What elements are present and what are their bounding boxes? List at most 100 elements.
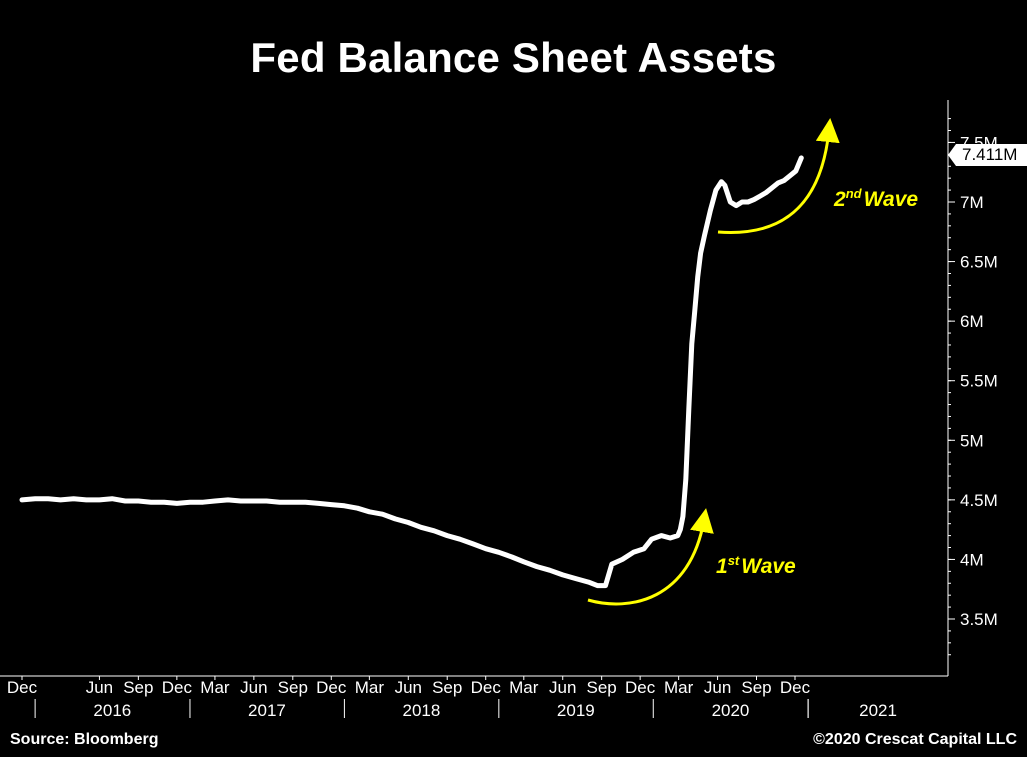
data-point (279, 501, 281, 503)
data-point (47, 498, 49, 500)
data-point (163, 501, 165, 503)
data-point (150, 501, 152, 503)
data-point (240, 500, 242, 502)
data-point (720, 181, 722, 183)
data-point (523, 561, 525, 563)
y-tick-label: 7M (960, 193, 984, 212)
data-point (446, 535, 448, 537)
data-point (715, 189, 717, 191)
data-point (697, 276, 699, 278)
x-tick-label: Dec (780, 678, 811, 697)
data-point (588, 581, 590, 583)
data-point (433, 530, 435, 532)
y-tick-label: 4.5M (960, 491, 998, 510)
x-tick-label: Jun (704, 678, 731, 697)
x-tick-label: Mar (509, 678, 539, 697)
data-point (651, 538, 653, 540)
data-point (214, 500, 216, 502)
y-tick-label: 4M (960, 550, 984, 569)
data-point (498, 551, 500, 553)
x-tick-label: Jun (240, 678, 267, 697)
x-tick-label: Dec (162, 678, 193, 697)
data-point (73, 498, 75, 500)
data-point (420, 526, 422, 528)
x-tick-label: Sep (432, 678, 462, 697)
x-tick-label: Sep (587, 678, 617, 697)
x-tick-label: Sep (123, 678, 153, 697)
data-point (632, 551, 634, 553)
wave1-superscript: st (727, 553, 740, 568)
series-group (19, 155, 804, 589)
x-tick-label: Sep (741, 678, 771, 697)
data-point (394, 518, 396, 520)
data-point (511, 556, 513, 558)
x-tick-label: Dec (471, 678, 502, 697)
data-point (795, 170, 797, 172)
wave-arrows (587, 118, 840, 606)
chart-title: Fed Balance Sheet Assets (250, 34, 777, 81)
wave2-word: Wave (863, 188, 919, 211)
data-point (34, 498, 36, 500)
year-label: 2021 (859, 701, 897, 720)
data-point (189, 501, 191, 503)
data-point (111, 498, 113, 500)
x-tick-label: Dec (316, 678, 347, 697)
wave2-superscript: nd (845, 186, 862, 201)
series-line (19, 155, 804, 589)
data-point (771, 187, 773, 189)
data-point (691, 343, 693, 345)
x-tick-label: Mar (200, 678, 230, 697)
data-point (368, 511, 370, 513)
wave2-ordinal: 2 (834, 188, 846, 211)
wave1-annotation: 1stWave (716, 553, 796, 579)
data-point (685, 479, 687, 481)
data-point (292, 501, 294, 503)
data-point (472, 543, 474, 545)
data-point (741, 201, 743, 203)
data-point (574, 577, 576, 579)
data-point (729, 201, 731, 203)
x-tick-label: Mar (664, 678, 694, 697)
data-point (596, 585, 598, 587)
data-point (777, 182, 779, 184)
data-point (621, 558, 623, 560)
year-label: 2016 (93, 701, 131, 720)
year-label: 2020 (712, 701, 750, 720)
data-point (202, 501, 204, 503)
data-point (660, 535, 662, 537)
x-tick-label: Jun (549, 678, 576, 697)
data-point (700, 252, 702, 254)
data-point (330, 504, 332, 506)
data-point (694, 311, 696, 313)
data-point (643, 548, 645, 550)
data-point (709, 209, 711, 211)
data-point (227, 499, 229, 501)
year-label: 2019 (557, 701, 595, 720)
x-tick-label: Mar (355, 678, 385, 697)
data-point (800, 157, 802, 159)
data-point (703, 234, 705, 236)
data-point (381, 513, 383, 515)
wave2-arrow (717, 118, 840, 235)
year-label: 2017 (248, 701, 286, 720)
data-point (753, 199, 755, 201)
data-point (60, 499, 62, 501)
data-point (611, 563, 613, 565)
data-point (357, 507, 359, 509)
data-point (789, 175, 791, 177)
x-tick-label: Dec (625, 678, 656, 697)
copyright-note: ©2020 Crescat Capital LLC (813, 731, 1017, 748)
data-point (318, 502, 320, 504)
data-point (137, 500, 139, 502)
data-point (98, 499, 100, 501)
x-tick-label: Jun (86, 678, 113, 697)
wave1-arrow (587, 508, 714, 606)
data-point (485, 548, 487, 550)
data-point (343, 505, 345, 507)
data-point (21, 499, 23, 501)
data-point (783, 180, 785, 182)
data-point (459, 538, 461, 540)
data-point (759, 195, 761, 197)
data-point (304, 501, 306, 503)
